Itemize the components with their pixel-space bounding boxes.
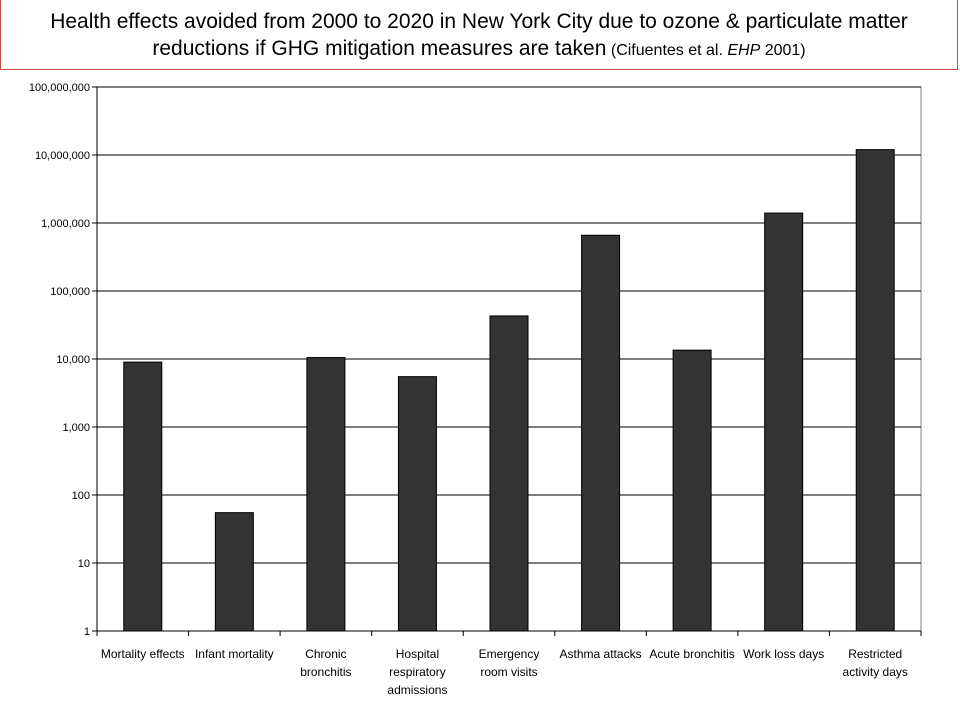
x-category-label: Mortality effects xyxy=(101,647,185,661)
y-tick-label: 10,000,000 xyxy=(35,150,90,162)
bar xyxy=(214,512,254,632)
y-tick-label: 100,000,000 xyxy=(29,82,90,94)
x-category-label: Work loss days xyxy=(743,647,824,661)
x-category-label: Chronic bronchitis xyxy=(300,647,351,679)
y-tick-label: 10,000 xyxy=(56,354,90,366)
x-category-label-line: bronchitis xyxy=(300,665,351,679)
x-category-label-line: Restricted xyxy=(848,647,902,661)
x-category-label-line: admissions xyxy=(387,683,447,697)
x-category-label-line: Hospital xyxy=(396,647,439,661)
y-tick-label: 1,000 xyxy=(62,422,90,434)
x-category-label-line: respiratory xyxy=(389,665,446,679)
y-tick-label: 1,000,000 xyxy=(41,218,90,230)
bar xyxy=(397,376,437,632)
bar xyxy=(855,149,895,632)
bar xyxy=(306,357,346,632)
x-category-label-line: Acute bronchitis xyxy=(649,647,734,661)
x-category-label-line: Emergency xyxy=(479,647,540,661)
citation-journal: EHP xyxy=(727,42,761,59)
x-category-label: Restricted activity days xyxy=(843,647,908,679)
x-category-label-line: Asthma attacks xyxy=(560,647,642,661)
x-category-label-line: room visits xyxy=(480,665,537,679)
bar xyxy=(764,212,804,632)
x-category-label: Emergency room visits xyxy=(479,647,540,679)
citation-suffix: 2001) xyxy=(760,42,806,59)
y-tick-label: 100,000 xyxy=(50,286,90,298)
x-category-label-line: activity days xyxy=(843,665,908,679)
x-category-label-line: Mortality effects xyxy=(101,647,185,661)
x-category-label: Infant mortality xyxy=(195,647,274,661)
chart-title-box: Health effects avoided from 2000 to 2020… xyxy=(0,0,958,70)
y-tick-label: 1 xyxy=(84,626,90,638)
bar xyxy=(489,315,529,632)
bar xyxy=(123,361,163,632)
x-category-label: Acute bronchitis xyxy=(649,647,734,661)
bar xyxy=(581,234,621,632)
y-tick-label: 100 xyxy=(72,490,90,502)
citation-prefix: (Cifuentes et al. xyxy=(610,42,728,59)
x-category-label-line: Work loss days xyxy=(743,647,824,661)
chart-citation: (Cifuentes et al. EHP 2001) xyxy=(611,42,806,59)
y-tick-label: 10 xyxy=(78,558,90,570)
x-category-label-line: Infant mortality xyxy=(195,647,274,661)
x-category-label: Hospital respiratory admissions xyxy=(387,647,447,697)
x-category-label: Asthma attacks xyxy=(560,647,642,661)
chart-title: Health effects avoided from 2000 to 2020… xyxy=(50,10,908,60)
x-category-label-line: Chronic xyxy=(305,647,346,661)
bar xyxy=(672,349,712,632)
